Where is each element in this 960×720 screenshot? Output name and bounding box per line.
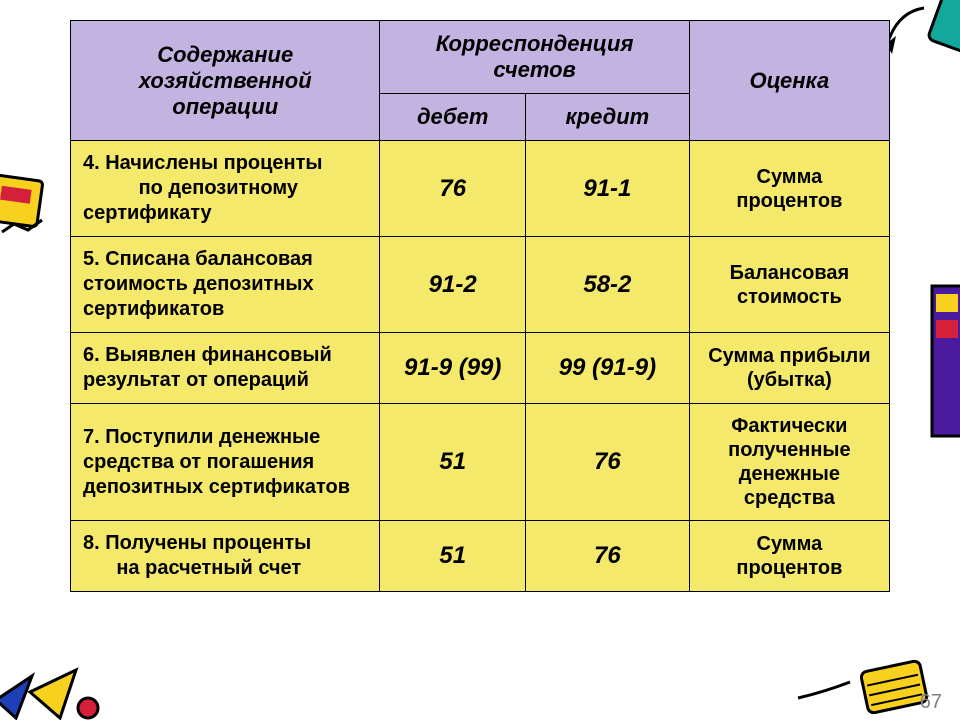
cell-debit: 51 bbox=[380, 404, 526, 521]
cell-assessment: Фактически полученные денежные средства bbox=[689, 404, 889, 521]
header-credit: кредит bbox=[526, 94, 690, 141]
cell-debit: 91-2 bbox=[380, 237, 526, 333]
cell-assessment: Сумма процентов bbox=[689, 521, 889, 592]
cell-content: 6. Выявлен финансовый результат от опера… bbox=[71, 333, 380, 404]
table-row: 7. Поступили денежные средства от погаше… bbox=[71, 404, 890, 521]
cell-debit: 91-9 (99) bbox=[380, 333, 526, 404]
deco-right-mid bbox=[910, 280, 960, 460]
cell-credit: 76 bbox=[526, 404, 690, 521]
header-debit: дебет bbox=[380, 94, 526, 141]
cell-credit: 91-1 bbox=[526, 141, 690, 237]
deco-bottom-right bbox=[794, 638, 934, 720]
cell-debit: 51 bbox=[380, 521, 526, 592]
cell-credit: 58-2 bbox=[526, 237, 690, 333]
cell-content: 7. Поступили денежные средства от погаше… bbox=[71, 404, 380, 521]
header-correspondence: Корреспонденция счетов bbox=[380, 21, 689, 94]
table-body: 4. Начислены проценты по депозитномусерт… bbox=[71, 141, 890, 592]
accounting-table-wrap: Содержание хозяйственной операции Коррес… bbox=[70, 20, 890, 592]
deco-bottom-left bbox=[0, 622, 116, 720]
table-row: 6. Выявлен финансовый результат от опера… bbox=[71, 333, 890, 404]
table-row: 4. Начислены проценты по депозитномусерт… bbox=[71, 141, 890, 237]
header-assessment: Оценка bbox=[689, 21, 889, 141]
cell-assessment: Сумма процентов bbox=[689, 141, 889, 237]
cell-content: 8. Получены проценты на расчетный счет bbox=[71, 521, 380, 592]
table-header: Содержание хозяйственной операции Коррес… bbox=[71, 21, 890, 141]
cell-credit: 99 (91-9) bbox=[526, 333, 690, 404]
cell-content: 4. Начислены проценты по депозитномусерт… bbox=[71, 141, 380, 237]
page-number: 67 bbox=[920, 691, 942, 714]
cell-credit: 76 bbox=[526, 521, 690, 592]
cell-assessment: Сумма прибыли (убытка) bbox=[689, 333, 889, 404]
table-row: 5. Списана балансовая стоимость депозитн… bbox=[71, 237, 890, 333]
table-row: 8. Получены проценты на расчетный счет51… bbox=[71, 521, 890, 592]
deco-top-right bbox=[878, 0, 960, 92]
header-content: Содержание хозяйственной операции bbox=[71, 21, 380, 141]
cell-assessment: Балансовая стоимость bbox=[689, 237, 889, 333]
cell-content: 5. Списана балансовая стоимость депозитн… bbox=[71, 237, 380, 333]
deco-left-mid bbox=[0, 160, 58, 280]
accounting-table: Содержание хозяйственной операции Коррес… bbox=[70, 20, 890, 592]
cell-debit: 76 bbox=[380, 141, 526, 237]
